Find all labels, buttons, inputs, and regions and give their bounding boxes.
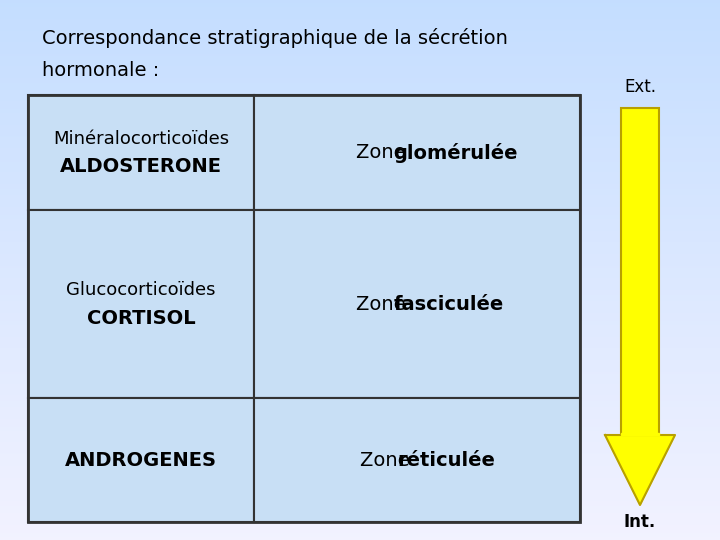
Bar (28, 95, 580, 522)
Text: réticulée: réticulée (397, 450, 495, 470)
Bar (28, 95, 254, 210)
Text: ANDROGENES: ANDROGENES (65, 450, 217, 470)
Text: hormonale :: hormonale : (42, 60, 159, 79)
Text: Ext.: Ext. (624, 78, 656, 96)
Bar (28, 210, 254, 398)
Text: ALDOSTERONE: ALDOSTERONE (60, 157, 222, 176)
Text: Zone: Zone (356, 295, 412, 314)
Polygon shape (605, 435, 675, 505)
Bar (621, 108, 659, 435)
Text: Minéralocorticoïdes: Minéralocorticoïdes (53, 130, 229, 147)
Text: Glucocorticoïdes: Glucocorticoïdes (66, 281, 216, 299)
Text: fasciculée: fasciculée (393, 295, 504, 314)
Bar (254, 95, 580, 210)
Text: CORTISOL: CORTISOL (87, 309, 195, 328)
Bar (254, 210, 580, 398)
Text: glomérulée: glomérulée (393, 143, 518, 163)
Text: Zone: Zone (356, 143, 412, 162)
Text: Correspondance stratigraphique de la sécrétion: Correspondance stratigraphique de la séc… (42, 28, 508, 48)
Bar (28, 398, 254, 522)
Polygon shape (621, 433, 659, 435)
Text: Int.: Int. (624, 513, 656, 531)
Bar (254, 398, 580, 522)
Text: Zone: Zone (360, 450, 416, 470)
